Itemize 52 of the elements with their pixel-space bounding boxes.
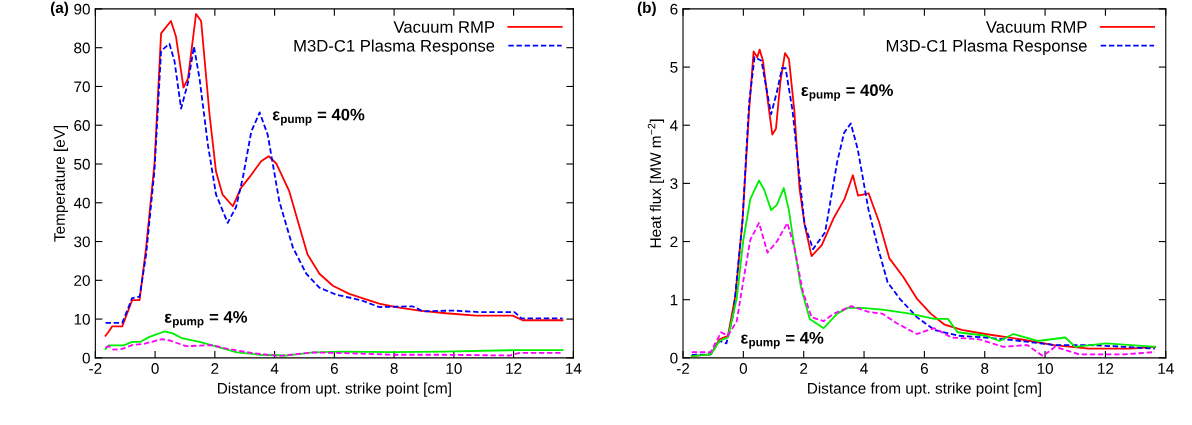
legend-label: Vacuum RMP [393, 21, 495, 33]
x-tick-label: 8 [390, 363, 398, 374]
y-tick-label: 60 [74, 120, 90, 131]
text: (b) [637, 1, 656, 17]
y-tick-label: 40 [73, 197, 90, 209]
x-tick-label: 10 [446, 363, 462, 374]
legend-label: Vacuum RMP [985, 21, 1087, 33]
annotation: ε$_{pump}$ = 4% [164, 311, 248, 328]
x-tick-label: 2 [800, 363, 808, 374]
y-tick-label: 20 [74, 275, 90, 286]
line-series [690, 179, 1156, 358]
y-tick-label: 5 [670, 62, 678, 73]
x-tick-label: 12 [506, 363, 522, 374]
x-tick-label: 2 [211, 363, 219, 374]
x-tick-label: 14 [566, 363, 582, 374]
y-tick-label: 70 [74, 81, 90, 93]
x-tick-label: 4 [860, 363, 868, 374]
text: (a) [50, 1, 69, 17]
legend-label: M3D-C1 Plasma Response [886, 39, 1087, 55]
y-tick-label: 1 [670, 294, 678, 306]
line-series [104, 330, 564, 357]
y-tick-label: 0 [670, 352, 678, 364]
x-tick-label: -2 [676, 363, 690, 374]
x-tick-label: 14 [1158, 363, 1174, 374]
line-series [104, 338, 564, 357]
x-axis-title: Distance from upt. strike point [cm] [808, 382, 1041, 397]
y-tick-label: 50 [74, 158, 90, 170]
y-tick-label: 3 [670, 178, 678, 190]
legend-label: M3D-C1 Plasma Response [294, 39, 495, 55]
y-tick-label: 4 [670, 120, 678, 131]
x-tick-label: 6 [920, 363, 928, 374]
y-tick-label: 0 [82, 352, 90, 364]
x-tick-label: 6 [330, 363, 338, 374]
x-tick-label: 4 [270, 363, 279, 374]
y-tick-label: 80 [74, 42, 90, 54]
x-axis-title: Distance from upt. strike point [cm] [218, 382, 451, 397]
annotation: ε$_{pump}$ = 4% [741, 331, 824, 349]
x-tick-label: 10 [1037, 363, 1053, 374]
y-tick-label: 30 [74, 236, 90, 248]
annotation: ε$_{pump}$ = 40% [801, 84, 893, 101]
y-tick-label: 10 [74, 313, 90, 325]
x-tick-label: 12 [1098, 363, 1114, 374]
annotation: ε$_{pump}$ = 40% [272, 108, 365, 126]
y-tick-label: 90 [74, 3, 90, 15]
x-tick-label: 0 [151, 363, 159, 374]
x-tick-label: 8 [981, 363, 989, 374]
x-tick-label: -2 [89, 363, 102, 374]
y-axis-title: Heat flux [MW m$^{−2}$] [647, 119, 665, 248]
y-tick-label: 2 [670, 236, 678, 248]
x-tick-label: 0 [739, 363, 748, 374]
y-tick-label: 6 [670, 3, 678, 15]
y-axis-title: Temperature [eV] [53, 125, 68, 242]
